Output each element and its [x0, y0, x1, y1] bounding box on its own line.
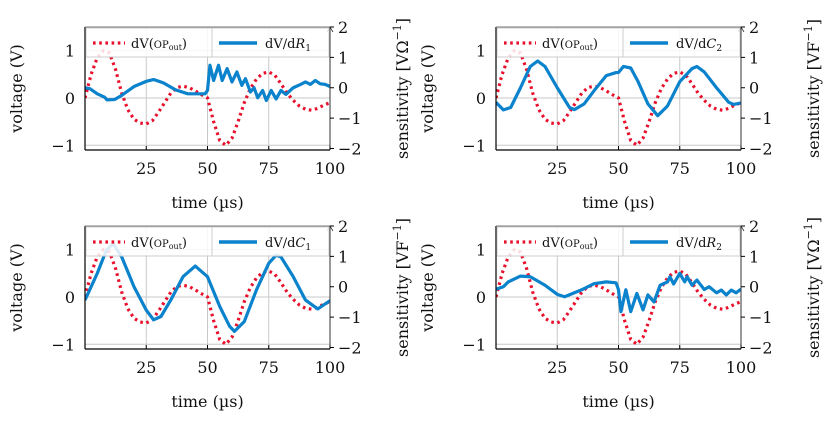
y2-tick-label: 2 — [749, 217, 759, 236]
x-tick-label: 50 — [197, 159, 217, 178]
x-tick-label: 25 — [136, 159, 156, 178]
y2-tick-label: 0 — [749, 79, 759, 98]
legend-box — [85, 226, 330, 257]
y2-tick-label: 1 — [338, 247, 348, 266]
y2-axis-title: sensitivity [VΩ−1] — [391, 18, 412, 159]
subplot-3: 25 50 75 100 −1 0 1 −2 −1 0 1 2 time (µs) voltage (V)… — [7, 217, 412, 411]
x-tick-label: 75 — [670, 159, 690, 178]
legend-box — [496, 27, 741, 58]
y2-tick-label: −2 — [749, 139, 773, 158]
legend: dV(OPout) dV/dC2 — [496, 27, 741, 58]
x-axis-title: time (µs) — [582, 392, 654, 411]
legend-box — [496, 226, 741, 257]
y2-axis-title: sensitivity [VΩ−1] — [802, 217, 823, 358]
y2-tick-label: −1 — [749, 308, 773, 327]
subplot-4: 25 50 75 100 −1 0 1 −2 −1 0 1 2 time (µs) voltage (V)… — [418, 217, 823, 411]
y-tick-label: 0 — [65, 89, 75, 108]
sensitivity-series-line — [496, 59, 741, 118]
y2-tick-label: 0 — [338, 79, 348, 98]
x-tick-label: 75 — [670, 358, 690, 377]
x-tick-label: 100 — [726, 358, 757, 377]
voltage-series-line — [85, 48, 330, 148]
y2-tick-label: −2 — [749, 338, 773, 357]
y-tick-label: 1 — [476, 42, 486, 61]
x-tick-label: 25 — [136, 358, 156, 377]
y2-tick-label: −2 — [338, 139, 362, 158]
x-tick-label: 75 — [259, 358, 279, 377]
y2-tick-label: −2 — [338, 338, 362, 357]
y-axis-title: voltage (V) — [418, 243, 437, 333]
y2-tick-label: −1 — [749, 109, 773, 128]
subplot-1: 25 50 75 100 −1 0 1 −2 −1 0 1 2 time (µs) voltage (V)… — [7, 18, 412, 212]
x-tick-label: 75 — [259, 159, 279, 178]
x-tick-label: 100 — [726, 159, 757, 178]
y2-tick-label: 1 — [749, 247, 759, 266]
y-tick-label: −1 — [51, 335, 75, 354]
legend-sensitivity-label: dV/dC1 — [265, 236, 311, 253]
x-tick-label: 25 — [547, 358, 567, 377]
y-axis-title: voltage (V) — [7, 243, 26, 333]
voltage-series-line — [496, 48, 741, 148]
sensitivity-series-line — [496, 271, 741, 314]
legend-sensitivity-label: dV/dC2 — [676, 37, 722, 54]
voltage-series-line — [85, 247, 330, 347]
y-axis-title: voltage (V) — [7, 44, 26, 134]
x-axis-title: time (µs) — [171, 193, 243, 212]
y2-tick-label: −1 — [338, 109, 362, 128]
y-tick-label: 0 — [476, 288, 486, 307]
y-axis-title: voltage (V) — [418, 44, 437, 134]
legend-voltage-label: dV(OPout) — [542, 236, 598, 251]
legend: dV(OPout) dV/dR1 — [85, 27, 330, 58]
y2-tick-label: 0 — [338, 278, 348, 297]
subplot-2: 25 50 75 100 −1 0 1 −2 −1 0 1 2 time (µs) voltage (V)… — [418, 18, 823, 212]
y2-axis-title: sensitivity [VF−1] — [391, 218, 412, 357]
y-tick-label: 1 — [476, 241, 486, 260]
y2-tick-label: 2 — [749, 18, 759, 37]
x-axis-title: time (µs) — [582, 193, 654, 212]
y-tick-label: 0 — [476, 89, 486, 108]
y-tick-label: 1 — [65, 42, 75, 61]
x-tick-label: 100 — [315, 358, 346, 377]
y-tick-label: −1 — [462, 136, 486, 155]
legend-box — [85, 27, 330, 58]
sensitivity-series-line — [85, 242, 330, 333]
legend-voltage-label: dV(OPout) — [131, 37, 187, 52]
legend-voltage-label: dV(OPout) — [542, 37, 598, 52]
legend: dV(OPout) dV/dC1 — [85, 226, 330, 257]
legend-sensitivity-label: dV/dR1 — [265, 37, 311, 54]
y2-tick-label: −1 — [338, 308, 362, 327]
x-axis-title: time (µs) — [171, 392, 243, 411]
x-tick-label: 50 — [608, 159, 628, 178]
legend-voltage-label: dV(OPout) — [131, 236, 187, 251]
y2-tick-label: 1 — [749, 48, 759, 67]
y2-tick-label: 2 — [338, 217, 348, 236]
x-tick-label: 50 — [197, 358, 217, 377]
sensitivity-series-line — [85, 63, 330, 103]
y-tick-label: −1 — [462, 335, 486, 354]
x-tick-label: 100 — [315, 159, 346, 178]
y2-tick-label: 2 — [338, 18, 348, 37]
y-tick-label: 0 — [65, 288, 75, 307]
legend: dV(OPout) dV/dR2 — [496, 226, 741, 257]
legend-sensitivity-label: dV/dR2 — [676, 236, 722, 253]
y2-axis-title: sensitivity [VF−1] — [802, 19, 823, 158]
y-tick-label: 1 — [65, 241, 75, 260]
y2-tick-label: 1 — [338, 48, 348, 67]
y-tick-label: −1 — [51, 136, 75, 155]
x-tick-label: 50 — [608, 358, 628, 377]
y2-tick-label: 0 — [749, 278, 759, 297]
x-tick-label: 25 — [547, 159, 567, 178]
